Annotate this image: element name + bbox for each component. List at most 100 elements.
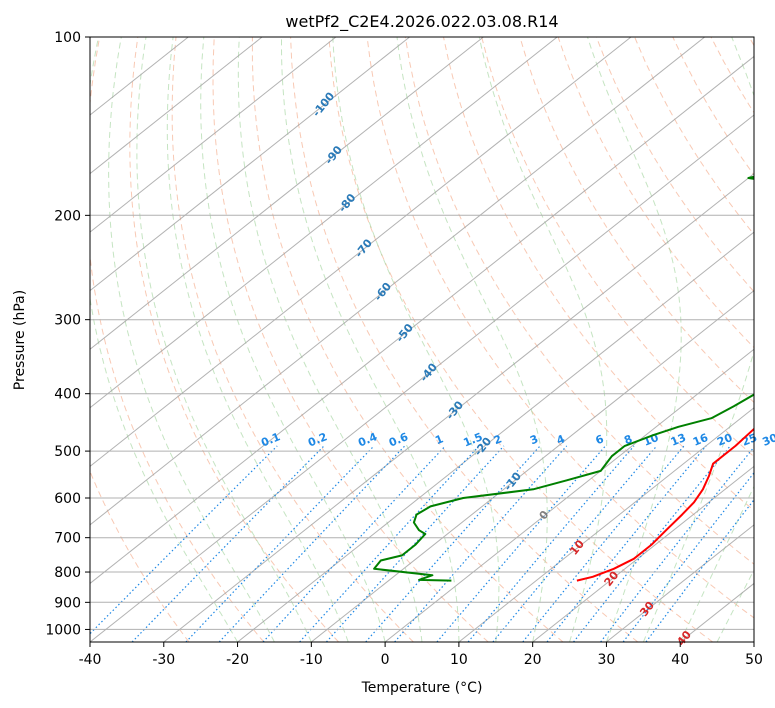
x-tick-label: 0 (381, 652, 390, 668)
isotherm (237, 231, 754, 642)
temperature-profile (576, 427, 754, 582)
dry-adiabat (328, 37, 714, 642)
isotherm (458, 407, 754, 642)
isotherm-label: -70 (352, 236, 375, 260)
mixing-ratio-label: 0.4 (356, 430, 379, 449)
dry-adiabat (748, 37, 754, 47)
x-axis-ticks: -40 -30 -20 -10 0 10 20 30 40 50 (79, 642, 763, 668)
series-layer (373, 175, 754, 582)
dry-adiabat (171, 37, 414, 642)
x-tick-label: 30 (598, 652, 616, 668)
isotherm (90, 37, 632, 468)
isotherm (163, 172, 754, 642)
dry-adiabat (290, 37, 639, 642)
skew-labels: -100-90-80-70-60-50-40-30-20-10010203040… (259, 90, 775, 649)
mixing-ratio-line (573, 445, 731, 642)
isotherm-label: -90 (322, 143, 345, 167)
dry-adiabat (481, 37, 754, 458)
chart-title: wetPf2_C2E4.2026.022.03.08.R14 (285, 12, 558, 32)
y-axis-ticks: 1000 900 800 700 600 500 400 300 200 100 (45, 30, 90, 638)
y-tick-label: 900 (54, 595, 81, 611)
mixing-ratio-label: 3 (528, 432, 540, 447)
isotherm-label: -100 (310, 90, 338, 120)
plot-frame (89, 36, 755, 643)
mixing-ratio-line (185, 445, 375, 642)
mixing-ratio-label: 6 (594, 432, 606, 447)
isotherm-label: -40 (417, 361, 440, 385)
moist-adiabat (237, 37, 423, 642)
x-tick-label: -10 (300, 652, 323, 668)
mixing-ratio-label: 13 (669, 431, 688, 449)
mixing-ratio-line (622, 471, 754, 642)
x-tick-label: -20 (226, 652, 249, 668)
isotherm (753, 641, 754, 642)
isotherm (679, 582, 754, 642)
mixing-ratio-line (600, 446, 754, 642)
x-tick-label: -30 (152, 652, 175, 668)
dewpoint-profile (373, 175, 754, 582)
isotherm-label: 10 (567, 537, 587, 557)
x-tick-label: -40 (79, 652, 102, 668)
x-axis-label: Temperature (°C) (361, 680, 483, 696)
y-tick-label: 1000 (45, 622, 81, 638)
mixing-ratio-label: 4 (555, 432, 567, 447)
mixing-ratio-line (436, 445, 606, 642)
dry-adiabat (557, 37, 754, 349)
moist-adiabat (281, 37, 460, 642)
isotherm (310, 290, 754, 642)
isotherm-label: 30 (637, 599, 657, 619)
dry-adiabat (212, 37, 489, 642)
y-tick-label: 500 (54, 444, 81, 460)
mixing-ratio-label: 1 (433, 432, 445, 447)
mixing-ratio-label: 16 (691, 431, 710, 449)
isotherm-label: -60 (372, 280, 395, 304)
isotherm (384, 348, 754, 642)
moist-adiabat (396, 37, 548, 642)
x-tick-label: 20 (524, 652, 542, 668)
mixing-ratio-label: 10 (641, 431, 660, 449)
mixing-ratio-line (492, 445, 658, 642)
isotherm-label: -10 (501, 470, 524, 494)
dry-adiabat (519, 37, 754, 404)
mixing-ratio-line (299, 445, 480, 642)
dry-adiabat (366, 37, 754, 619)
isotherm (90, 37, 263, 175)
dry-adiabat (90, 37, 265, 642)
mixing-ratio-line (131, 445, 325, 642)
mixing-ratio-label: 8 (622, 432, 634, 447)
isotherm (90, 37, 706, 526)
isotherm (90, 37, 410, 292)
isotherm (90, 37, 558, 409)
isotherm-label: -30 (444, 398, 467, 422)
y-tick-label: 100 (54, 30, 81, 46)
mixing-ratio-line (645, 498, 754, 642)
isotherm (90, 37, 337, 233)
y-tick-label: 800 (54, 565, 81, 581)
background-lines (90, 37, 754, 642)
moist-adiabat (587, 37, 682, 642)
dry-adiabat (595, 37, 754, 293)
dry-adiabat (404, 37, 754, 565)
mixing-ratio-label: 20 (715, 431, 734, 449)
isotherm (606, 524, 754, 642)
dry-adiabat (129, 37, 339, 642)
moist-adiabat (166, 37, 349, 642)
dry-adiabat (443, 37, 754, 512)
moist-adiabat (200, 37, 386, 642)
moist-adiabat (90, 37, 239, 642)
mixing-ratio-line (90, 445, 278, 635)
moist-adiabat (478, 37, 608, 642)
y-tick-label: 700 (54, 531, 81, 547)
isotherm (90, 114, 754, 642)
moist-adiabat (332, 37, 500, 642)
mixing-ratio-label: 0.2 (306, 430, 329, 449)
isotherm (90, 37, 189, 116)
mixing-ratio-line (522, 445, 685, 642)
moist-adiabat (642, 37, 754, 642)
isotherm (532, 465, 754, 642)
dry-adiabat (672, 37, 754, 176)
dry-adiabat (90, 470, 190, 642)
isotherm (90, 37, 484, 350)
y-tick-label: 200 (54, 208, 81, 224)
